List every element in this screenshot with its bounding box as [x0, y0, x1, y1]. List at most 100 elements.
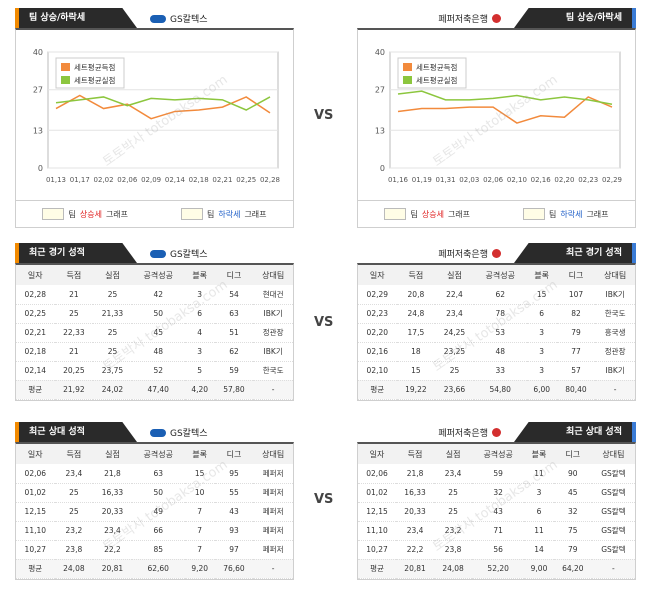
column-header: 일자 — [16, 265, 55, 285]
average-row: 평균 20,81 24,08 52,20 9,00 64,20- — [358, 559, 635, 579]
table-cell: 11 — [524, 464, 554, 484]
table-cell: 25 — [435, 361, 474, 381]
y-tick-label: 13 — [33, 126, 43, 135]
table-cell: 62,60 — [131, 559, 185, 579]
table-cell: IBK기 — [253, 304, 293, 324]
up-graph-legend[interactable]: 팀 상승세 그래프 — [384, 208, 470, 220]
table-cell: 59 — [472, 464, 525, 484]
team-name: GS칼텍스 — [150, 426, 208, 439]
x-tick-label: 02,16 — [531, 176, 552, 184]
table-cell: 평균 — [16, 380, 55, 400]
team-name: 페퍼저축은행 — [438, 12, 501, 25]
table-cell: 6,00 — [526, 380, 557, 400]
table-cell: 페퍼저 — [253, 483, 293, 503]
down-graph-legend[interactable]: 팀 하락세 그래프 — [180, 208, 267, 220]
table-cell: 78 — [473, 304, 527, 324]
x-tick-label: 02,06 — [483, 176, 504, 184]
table-cell: 페퍼저 — [253, 502, 293, 522]
table-row: 02,20 17,5 24,25 53 3 79 흥국생 — [358, 323, 635, 343]
legend-label: 세트평균득점 — [74, 62, 115, 72]
table-cell: 20,33 — [93, 502, 132, 522]
table-cell: GS칼텍 — [591, 464, 635, 484]
table-cell: 21,8 — [93, 464, 132, 484]
table-cell: 한국도 — [595, 304, 635, 324]
table-cell: 47,40 — [131, 380, 185, 400]
table-cell: 5 — [184, 361, 215, 381]
average-row: 평균 24,08 20,81 62,60 9,20 76,60- — [16, 559, 293, 579]
table-cell: 23,4 — [93, 521, 132, 541]
table-row: 12,15 20,33 25 43 6 32 GS칼텍 — [358, 502, 635, 522]
right-h2h-panel: 페퍼저축은행 최근 상대 성적 일자 득점 실점 공격성공 블록 디그 상대팀 02,06 21… — [357, 422, 636, 580]
y-tick-label: 27 — [375, 86, 385, 95]
table-cell: 7 — [184, 502, 215, 522]
column-header: 일자 — [358, 265, 397, 285]
table-cell: 24,08 — [54, 559, 94, 579]
column-header: 실점 — [435, 265, 474, 285]
table-cell: 3 — [184, 342, 215, 362]
table-cell: 80,40 — [556, 380, 596, 400]
x-tick-label: 02,09 — [141, 176, 161, 184]
table-cell: 42 — [131, 285, 185, 305]
table-cell: 12,15 — [16, 502, 55, 522]
table-cell: 흥국생 — [595, 323, 635, 343]
average-row: 평균 21,92 24,02 47,40 4,20 57,80- — [16, 380, 293, 400]
x-tick-label: 02,06 — [117, 176, 138, 184]
table-cell: 23,75 — [93, 361, 132, 381]
x-tick-label: 02,14 — [165, 176, 186, 184]
h2h-table: 일자 득점 실점 공격성공 블록 디그 상대팀 02,06 23,4 21,8 63 15 95 페퍼저 0… — [16, 444, 293, 579]
table-cell: 6 — [524, 502, 554, 522]
column-header: 공격성공 — [472, 444, 525, 464]
table-cell: 한국도 — [253, 361, 293, 381]
table-cell: 01,02 — [358, 483, 397, 503]
table-cell: 21,33 — [93, 304, 132, 324]
table-row: 02,16 18 23,25 48 3 77 정관장 — [358, 342, 635, 362]
table-cell: 90 — [553, 464, 592, 484]
table-cell: 50 — [131, 483, 185, 503]
table-cell: 9,00 — [524, 559, 554, 579]
table-cell: 25 — [434, 483, 473, 503]
pepper-logo-icon — [492, 14, 501, 23]
table-cell: 32 — [472, 483, 525, 503]
table-cell: 19,22 — [396, 380, 436, 400]
vs-label: VS — [314, 492, 334, 507]
x-tick-label: 02,18 — [189, 176, 209, 184]
table-cell: 54 — [214, 285, 254, 305]
column-header: 공격성공 — [131, 265, 185, 285]
table-cell: 7 — [184, 540, 215, 560]
up-graph-legend[interactable]: 팀 상승세 그래프 — [42, 208, 128, 220]
down-graph-icon — [180, 208, 203, 220]
legend-swatch — [403, 76, 412, 84]
x-tick-label: 02,03 — [459, 176, 479, 184]
table-cell: 11,10 — [358, 521, 397, 541]
table-cell: 15 — [526, 285, 557, 305]
table-cell: 20,33 — [396, 502, 435, 522]
x-tick-label: 01,17 — [70, 176, 90, 184]
series-line — [397, 90, 613, 105]
down-graph-legend[interactable]: 팀 하락세 그래프 — [522, 208, 609, 220]
y-tick-label: 40 — [33, 48, 43, 57]
trend-tab: 팀 상승/하락세 — [514, 8, 636, 28]
x-tick-label: 01,31 — [436, 176, 456, 184]
table-cell: 52 — [131, 361, 185, 381]
left-h2h-panel: 최근 상대 성적 GS칼텍스 일자 득점 실점 공격성공 블록 디그 상대팀 02,06 23,… — [15, 422, 294, 580]
up-graph-icon — [384, 208, 407, 220]
table-cell: 71 — [472, 521, 525, 541]
table-row: 10,27 23,8 22,2 85 7 97 페퍼저 — [16, 540, 293, 560]
x-tick-label: 02,23 — [578, 176, 598, 184]
column-header: 블록 — [526, 265, 557, 285]
x-tick-label: 02,10 — [507, 176, 527, 184]
column-header: 상대팀 — [595, 265, 635, 285]
table-cell: 85 — [131, 540, 185, 560]
x-tick-label: 02,29 — [602, 176, 622, 184]
table-cell: 22,2 — [93, 540, 132, 560]
table-cell: 23,2 — [54, 521, 94, 541]
table-cell: 10 — [184, 483, 215, 503]
table-row: 02,18 21 25 48 3 62 IBK기 — [16, 342, 293, 362]
table-cell: 02,18 — [16, 342, 55, 362]
table-cell: - — [595, 380, 635, 400]
table-cell: 57,80 — [214, 380, 254, 400]
table-cell: GS칼텍 — [591, 540, 635, 560]
h2h-table: 일자 득점 실점 공격성공 블록 디그 상대팀 02,06 21,8 23,4 59 11 90 GS칼텍… — [358, 444, 635, 579]
column-header: 상대팀 — [253, 444, 293, 464]
